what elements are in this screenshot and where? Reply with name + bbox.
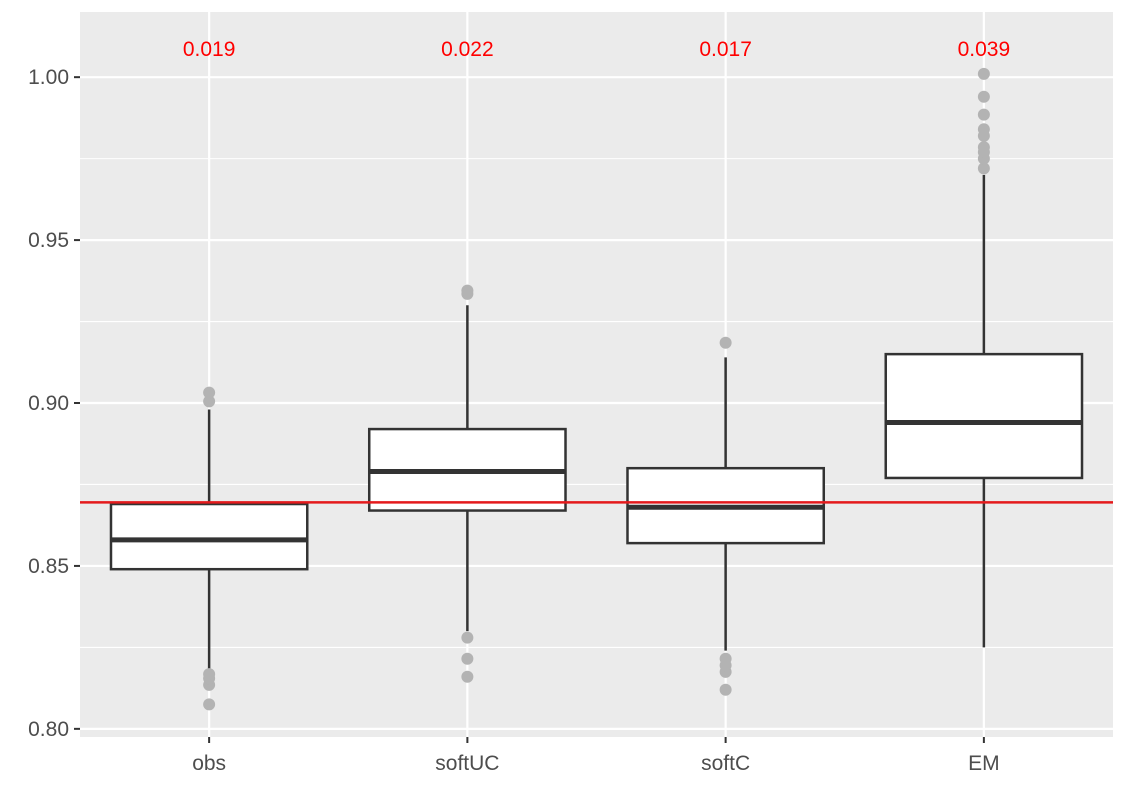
y-tick-label: 0.90	[28, 392, 69, 415]
box-softC	[626, 336, 826, 696]
outlier-point	[203, 668, 216, 681]
box-softUC	[367, 284, 567, 683]
x-tick-label: softUC	[435, 752, 499, 775]
outlier-point	[977, 90, 990, 103]
box-EM	[884, 67, 1084, 648]
outlier-point	[719, 336, 732, 349]
outlier-point	[977, 67, 990, 80]
y-tick-label: 0.95	[28, 229, 69, 252]
outlier-point	[977, 123, 990, 136]
outlier-point	[461, 652, 474, 665]
y-tick-label: 0.80	[28, 718, 69, 741]
outlier-point	[203, 698, 216, 711]
outlier-point	[461, 670, 474, 683]
y-tick-label: 1.00	[28, 66, 69, 89]
outlier-point	[977, 108, 990, 121]
annotation-label: 0.039	[958, 38, 1011, 61]
box-obs	[109, 386, 309, 711]
annotation-label: 0.019	[183, 38, 236, 61]
x-tick-label: softC	[701, 752, 750, 775]
outlier-point	[461, 631, 474, 644]
box-iqr	[884, 352, 1084, 480]
outlier-point	[977, 141, 990, 154]
y-tick-label: 0.85	[28, 555, 69, 578]
outlier-point	[461, 284, 474, 297]
box-iqr	[109, 502, 309, 571]
outlier-point	[719, 652, 732, 665]
outlier-point	[203, 386, 216, 399]
annotation-label: 0.022	[441, 38, 494, 61]
outlier-point	[977, 162, 990, 175]
annotation-label: 0.017	[699, 38, 752, 61]
x-tick-label: EM	[968, 752, 1000, 775]
x-tick-label: obs	[192, 752, 226, 775]
outlier-point	[203, 395, 216, 408]
outlier-point	[719, 683, 732, 696]
